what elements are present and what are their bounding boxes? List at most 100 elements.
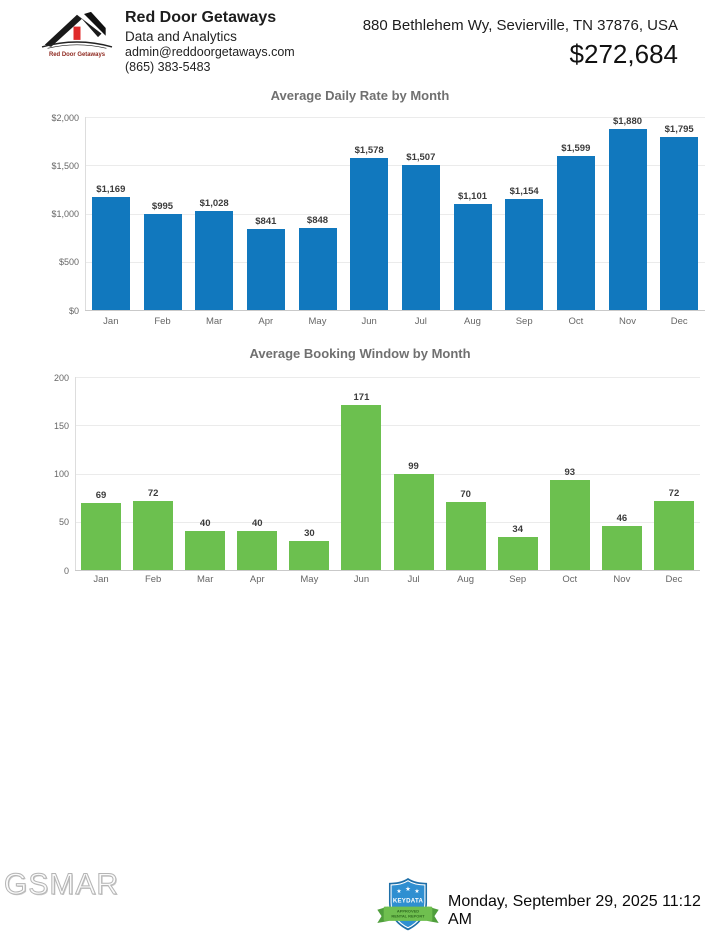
x-axis-tick-label: Aug (457, 574, 475, 585)
property-header: 880 Bethlehem Wy, Sevierville, TN 37876,… (363, 16, 678, 71)
gridline (75, 521, 700, 523)
x-axis-tick-label: Oct (568, 316, 584, 327)
company-logo: Red Door Getaways (35, 6, 119, 64)
x-axis-tick-label: May (300, 574, 319, 585)
bar-value-label: $1,599 (561, 142, 591, 154)
bar (556, 155, 595, 310)
y-axis-tick-label: $500 (58, 257, 79, 268)
gridline (85, 165, 705, 167)
bar (505, 198, 544, 310)
bar (246, 228, 285, 310)
badge-ribbon-line2: RENTAL REPORT (391, 914, 425, 919)
star-icon: ★ (396, 888, 401, 895)
bar (195, 210, 234, 310)
bar-value-label: $1,795 (664, 123, 694, 135)
bar-value-label: 99 (408, 461, 419, 473)
x-axis-tick-label: Jun (361, 316, 377, 327)
gridline (75, 377, 700, 378)
chart-title-booking-window: Average Booking Window by Month (249, 346, 471, 361)
gridline (85, 310, 705, 311)
y-axis-tick-label: 0 (63, 565, 69, 576)
bar (453, 203, 492, 310)
company-info: Red Door Getaways Data and Analytics adm… (125, 8, 295, 75)
gsmar-watermark: GSMAR (3, 868, 120, 902)
bar (289, 541, 330, 570)
x-axis-tick-label: Jul (407, 574, 420, 585)
gridline (75, 473, 700, 475)
x-axis-tick-label: Nov (613, 574, 631, 585)
gridline (75, 425, 700, 427)
y-axis-tick-label: 150 (53, 420, 69, 431)
x-axis-tick-label: Mar (197, 574, 214, 585)
bar-value-label: $1,578 (354, 144, 384, 156)
bar (549, 480, 590, 570)
badge-ribbon-line1: APPROVED (397, 908, 419, 913)
bar-value-label: $995 (151, 200, 174, 212)
bar-value-label: 72 (668, 487, 680, 499)
gridline (75, 570, 700, 571)
x-axis-tick-label: Jul (414, 316, 427, 327)
gridline (85, 261, 705, 263)
company-phone: (865) 383-5483 (125, 60, 211, 74)
y-axis-tick-label: 100 (53, 469, 69, 479)
bar (608, 128, 647, 310)
gridline (85, 213, 705, 215)
y-axis-line (75, 377, 76, 570)
bar (653, 500, 694, 570)
bar-value-label: 70 (460, 489, 471, 501)
bar-value-label: 40 (199, 518, 211, 530)
x-axis-tick-label: Aug (464, 316, 481, 327)
bar (350, 157, 389, 310)
y-axis-line (85, 117, 86, 310)
x-axis-tick-label: Sep (515, 316, 533, 327)
y-axis-tick-label: $1,000 (51, 209, 79, 219)
y-axis-tick-label: $2,000 (51, 112, 79, 123)
bar (341, 404, 382, 570)
y-axis-tick-label: 200 (53, 372, 69, 383)
x-axis-tick-label: Sep (509, 574, 527, 585)
bar (81, 503, 122, 570)
bar-value-label: 46 (616, 512, 628, 524)
y-axis-tick-label: $1,500 (51, 160, 79, 171)
bar-value-label: 30 (304, 528, 315, 540)
x-axis-tick-label: Jan (93, 574, 109, 585)
company-subtitle: Data and Analytics (125, 29, 237, 44)
bar (143, 213, 182, 310)
bar (660, 136, 699, 310)
gridline (85, 117, 705, 118)
x-axis-tick-label: Dec (665, 574, 683, 585)
bar-value-label: $1,169 (96, 184, 126, 196)
x-axis-tick-label: Apr (258, 316, 274, 327)
star-icon: ★ (405, 886, 411, 893)
badge-title: KEYDATA (393, 897, 424, 904)
x-axis-tick-label: May (308, 316, 327, 327)
x-axis-tick-label: Nov (619, 316, 636, 327)
x-axis-tick-label: Jan (103, 316, 119, 327)
bar (445, 502, 486, 570)
x-axis-tick-label: Feb (154, 316, 171, 327)
bar (298, 228, 337, 310)
bar-value-label: 40 (251, 518, 263, 530)
company-name: Red Door Getaways (125, 9, 277, 26)
bar-value-label: 69 (95, 490, 107, 502)
keydata-badge: ★ ★ ★ KEYDATA APPROVED RENTAL REPORT (376, 877, 440, 932)
property-address: 880 Bethlehem Wy, Sevierville, TN 37876,… (362, 17, 678, 34)
bar (133, 500, 174, 570)
bar (601, 525, 642, 570)
bar-value-label: $1,101 (457, 190, 488, 202)
red-door (73, 26, 81, 40)
y-axis-tick-label: $0 (68, 305, 79, 316)
bar-value-label: $1,507 (406, 151, 436, 163)
bar-value-label: $841 (255, 215, 277, 227)
report-timestamp: Monday, September 29, 2025 11:12 AM (448, 893, 701, 928)
y-axis-tick-label: 50 (58, 517, 69, 528)
bar-value-label: $1,880 (612, 115, 643, 127)
star-icon: ★ (414, 888, 419, 895)
bar-value-label: $1,154 (509, 185, 539, 197)
bar (497, 537, 538, 570)
bar-value-label: 171 (353, 391, 370, 403)
chart-title-adr: Average Daily Rate by Month (270, 88, 450, 103)
bar (91, 197, 130, 310)
bar-value-label: 34 (512, 524, 523, 536)
